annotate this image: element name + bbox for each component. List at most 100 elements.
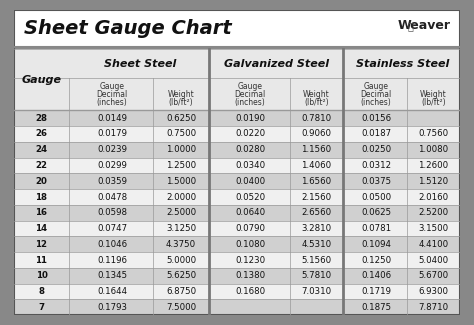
Bar	[14, 49, 460, 78]
Text: (lb/ft²): (lb/ft²)	[421, 98, 446, 107]
Text: 5.0000: 5.0000	[166, 255, 196, 265]
Text: 7: 7	[38, 303, 45, 312]
Text: 0.1046: 0.1046	[97, 240, 127, 249]
Text: Weight: Weight	[420, 90, 447, 99]
Text: 14: 14	[36, 224, 47, 233]
Text: 0.1680: 0.1680	[235, 287, 265, 296]
Text: 3.1250: 3.1250	[166, 224, 196, 233]
Text: 0.0625: 0.0625	[361, 208, 391, 217]
Text: 0.1250: 0.1250	[361, 255, 391, 265]
Text: Stainless Steel: Stainless Steel	[356, 59, 449, 69]
Text: 0.0520: 0.0520	[235, 192, 265, 202]
Text: 1.6560: 1.6560	[301, 177, 331, 186]
Text: 0.0250: 0.0250	[361, 145, 391, 154]
Text: 20: 20	[36, 177, 47, 186]
Bar	[14, 78, 460, 110]
Bar	[14, 221, 460, 236]
Text: 4.4100: 4.4100	[419, 240, 448, 249]
Text: 12: 12	[36, 240, 47, 249]
Text: (lb/ft²): (lb/ft²)	[169, 98, 193, 107]
Text: 0.0598: 0.0598	[97, 208, 127, 217]
Text: 0.6250: 0.6250	[166, 114, 196, 123]
Text: 2.0000: 2.0000	[166, 192, 196, 202]
Text: 0.0156: 0.0156	[361, 114, 391, 123]
Text: 0.7500: 0.7500	[166, 129, 196, 138]
Text: 0.0239: 0.0239	[97, 145, 127, 154]
Bar	[14, 299, 460, 315]
Bar	[14, 236, 460, 252]
Text: 0.0500: 0.0500	[361, 192, 391, 202]
Text: 0.1080: 0.1080	[235, 240, 265, 249]
Text: 0.0280: 0.0280	[235, 145, 265, 154]
Text: Decimal: Decimal	[361, 90, 392, 99]
Text: 5.6700: 5.6700	[419, 271, 448, 280]
Text: 0.0790: 0.0790	[235, 224, 265, 233]
Text: 0.1875: 0.1875	[361, 303, 391, 312]
Text: 0.0220: 0.0220	[235, 129, 265, 138]
Text: Gauge: Gauge	[364, 82, 389, 91]
Text: 8: 8	[38, 287, 45, 296]
Text: Decimal: Decimal	[96, 90, 128, 99]
Text: Galvanized Steel: Galvanized Steel	[224, 59, 329, 69]
Text: 4.5310: 4.5310	[301, 240, 331, 249]
Bar	[14, 284, 460, 299]
Text: 22: 22	[36, 161, 47, 170]
Text: 3.2810: 3.2810	[301, 224, 331, 233]
Text: Weaver: Weaver	[397, 19, 450, 32]
Bar	[14, 268, 460, 284]
Text: 0.0340: 0.0340	[235, 161, 265, 170]
Text: 6.8750: 6.8750	[166, 287, 196, 296]
Text: 0.9060: 0.9060	[301, 129, 331, 138]
Text: 18: 18	[36, 192, 47, 202]
Text: 0.0478: 0.0478	[97, 192, 127, 202]
Text: 24: 24	[36, 145, 47, 154]
Text: 5.6250: 5.6250	[166, 271, 196, 280]
Text: Gauge: Gauge	[100, 82, 125, 91]
Bar	[14, 158, 460, 173]
Text: 0.1380: 0.1380	[235, 271, 265, 280]
Text: 0.1230: 0.1230	[235, 255, 265, 265]
Text: 0.0190: 0.0190	[235, 114, 265, 123]
Text: 0.0359: 0.0359	[97, 177, 127, 186]
Text: 1.1560: 1.1560	[301, 145, 331, 154]
Text: 0.0312: 0.0312	[361, 161, 391, 170]
Text: Sheet Steel: Sheet Steel	[103, 59, 176, 69]
Text: 0.0299: 0.0299	[97, 161, 127, 170]
Text: (inches): (inches)	[361, 98, 392, 107]
Text: (inches): (inches)	[97, 98, 128, 107]
Text: Weight: Weight	[303, 90, 330, 99]
Text: 1.5120: 1.5120	[419, 177, 448, 186]
Text: 7.5000: 7.5000	[166, 303, 196, 312]
Text: 0.0400: 0.0400	[235, 177, 265, 186]
Text: 7.0310: 7.0310	[301, 287, 331, 296]
Text: (inches): (inches)	[235, 98, 265, 107]
Bar	[14, 10, 460, 47]
Text: 0.0179: 0.0179	[97, 129, 127, 138]
Text: 0.0149: 0.0149	[97, 114, 127, 123]
Text: 0.0187: 0.0187	[361, 129, 391, 138]
Text: 2.1560: 2.1560	[301, 192, 331, 202]
Bar	[14, 252, 460, 268]
Text: 5.0400: 5.0400	[419, 255, 448, 265]
Text: Gauge: Gauge	[21, 75, 62, 85]
Text: 0.7810: 0.7810	[301, 114, 331, 123]
Text: 2.0160: 2.0160	[419, 192, 448, 202]
Text: 4.3750: 4.3750	[166, 240, 196, 249]
Text: 1.0080: 1.0080	[419, 145, 448, 154]
Text: 16: 16	[36, 208, 47, 217]
Text: Sheet Gauge Chart: Sheet Gauge Chart	[24, 19, 231, 38]
Bar	[14, 189, 460, 205]
Text: 1.2600: 1.2600	[419, 161, 448, 170]
Text: 0.0640: 0.0640	[235, 208, 265, 217]
Text: Gauge: Gauge	[237, 82, 263, 91]
Text: 0.0375: 0.0375	[361, 177, 391, 186]
Text: 3.1500: 3.1500	[419, 224, 448, 233]
Text: 10: 10	[36, 271, 47, 280]
Text: 0.1793: 0.1793	[97, 303, 127, 312]
Text: 2.6560: 2.6560	[301, 208, 331, 217]
Text: 28: 28	[36, 114, 47, 123]
Text: 11: 11	[36, 255, 47, 265]
Text: 0.1406: 0.1406	[361, 271, 391, 280]
Text: 0.1719: 0.1719	[361, 287, 391, 296]
Text: 1.0000: 1.0000	[166, 145, 196, 154]
